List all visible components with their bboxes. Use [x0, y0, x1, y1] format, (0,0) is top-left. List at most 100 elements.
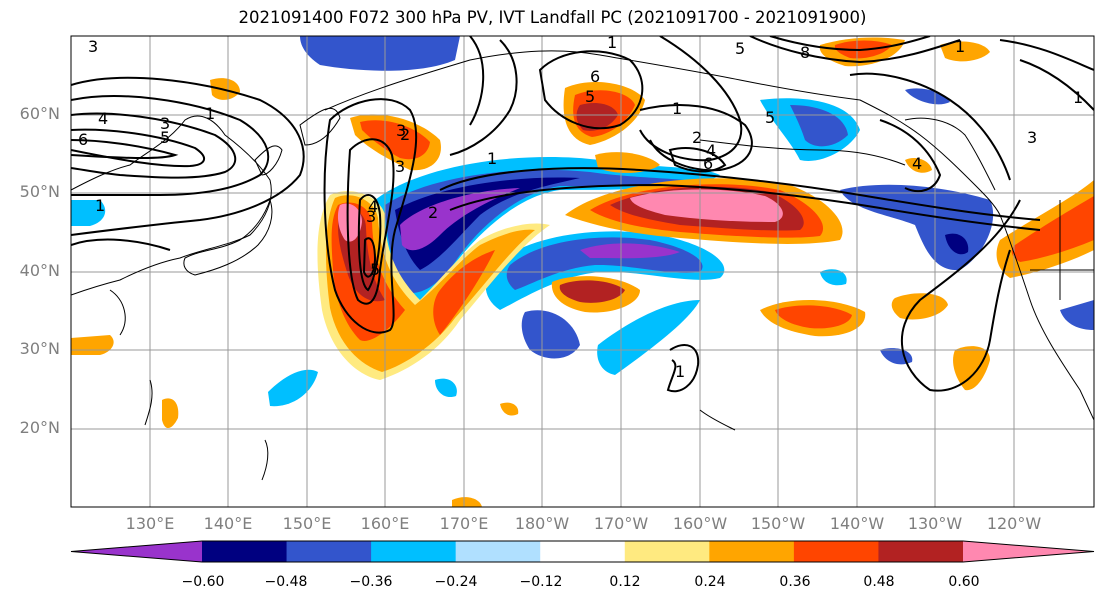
lon-label: 140°E — [203, 514, 253, 533]
contour-label: 1 — [675, 362, 685, 381]
contour-label: 4 — [912, 154, 922, 173]
contour-label: 5 — [765, 108, 775, 127]
colorbar-segment — [202, 541, 288, 562]
anomaly-fill — [300, 36, 460, 71]
colorbar-tick-label: −0.60 — [181, 574, 225, 590]
contour-label: 8 — [800, 43, 810, 62]
lat-label: 50°N — [19, 182, 60, 201]
anomaly-fill — [559, 280, 625, 303]
lon-label: 160°W — [672, 514, 728, 533]
colorbar-tick-label: 0.60 — [948, 574, 980, 590]
contour-label: 5 — [585, 87, 595, 106]
contour-label: 4 — [98, 109, 108, 128]
colorbar-segment — [455, 541, 541, 562]
anomaly-fill — [905, 158, 932, 173]
anomaly-fill — [597, 300, 700, 375]
lon-label: 130°W — [907, 514, 963, 533]
colorbar-tick-label: −0.36 — [349, 574, 393, 590]
positive-anomaly-fills — [71, 37, 1094, 507]
colorbar-extend-max — [963, 541, 1094, 562]
lon-label: 180°W — [514, 514, 570, 533]
anomaly-fill — [820, 269, 847, 286]
anomaly-fill — [337, 203, 362, 242]
anomaly-fill — [940, 41, 990, 62]
contour-label: 6 — [590, 67, 600, 86]
colorbar-segment — [286, 541, 372, 562]
anomaly-fill — [435, 378, 457, 398]
map-title: 2021091400 F072 300 hPa PV, IVT Landfall… — [238, 8, 867, 27]
colorbar-segment — [878, 541, 964, 562]
colorbar-segment — [540, 541, 626, 562]
contour-label: 1 — [672, 99, 682, 118]
lat-label: 60°N — [19, 104, 60, 123]
contour-label: 4 — [368, 197, 378, 216]
contour-label: 1 — [95, 196, 105, 215]
colorbar-tick-label: −0.48 — [264, 574, 308, 590]
contour-label: 6 — [703, 154, 713, 173]
contour-label: 2 — [400, 125, 410, 144]
anomaly-fill — [360, 120, 430, 160]
contour-label: 1 — [955, 37, 965, 56]
colorbar-tick-label: 0.48 — [863, 574, 895, 590]
anomaly-fill — [71, 335, 114, 355]
contour-label: 3 — [396, 121, 406, 140]
colorbar-segment — [624, 541, 710, 562]
contour-label: 3 — [88, 37, 98, 56]
anomaly-fill — [268, 369, 318, 407]
anomaly-fill — [840, 184, 994, 271]
coastlines — [71, 50, 1094, 481]
lon-label: 170°W — [593, 514, 649, 533]
colorbar-extend-min — [71, 541, 202, 562]
anomaly-fill — [395, 177, 580, 270]
lon-label: 130°E — [125, 514, 175, 533]
anomaly-fill — [162, 398, 179, 429]
anomaly-fill — [1060, 300, 1094, 330]
contour-label: 2 — [428, 203, 438, 222]
lat-label: 40°N — [19, 261, 60, 280]
contour-label: 4 — [706, 141, 716, 160]
contour-labels: 3 4 3 5 1 6 1 1 5 8 1 6 5 1 2 4 6 1 5 4 … — [78, 36, 1083, 381]
anomaly-fill — [452, 497, 482, 507]
contour-label: 1 — [205, 104, 215, 123]
lon-label: 150°E — [282, 514, 332, 533]
anomaly-fill — [945, 233, 969, 255]
anomaly-fill — [580, 243, 680, 259]
anomaly-fill — [905, 88, 950, 105]
anomaly-fill — [775, 305, 852, 329]
ivt-contours — [71, 36, 1094, 393]
colorbar-tick-label: 0.24 — [694, 574, 726, 590]
contour-label: 5 — [370, 260, 380, 279]
lat-label: 30°N — [19, 339, 60, 358]
contour-label: 5 — [735, 39, 745, 58]
lon-label: 170°E — [439, 514, 489, 533]
anomaly-fill — [500, 402, 519, 416]
colorbar-outline — [70, 540, 1095, 563]
graticule — [71, 36, 1094, 507]
contour-label: 3 — [160, 114, 170, 133]
anomaly-fill — [1011, 196, 1094, 262]
colorbar — [70, 540, 1095, 563]
colorbar-tick-label: −0.12 — [519, 574, 563, 590]
contour-label: 6 — [78, 130, 88, 149]
contour-label: 1 — [1073, 88, 1083, 107]
anomaly-fill — [400, 188, 520, 251]
colorbar-tick-label: −0.24 — [434, 574, 478, 590]
anomaly-fill — [891, 293, 948, 320]
contour-label: 3 — [1027, 128, 1037, 147]
map-frame — [70, 35, 1095, 508]
anomaly-fill — [953, 346, 990, 391]
colorbar-tick-label: 0.12 — [609, 574, 641, 590]
lon-label: 150°W — [750, 514, 806, 533]
contour-label: 3 — [395, 157, 405, 176]
colorbar-segment — [709, 541, 795, 562]
anomaly-fill — [880, 348, 913, 365]
anomaly-fill — [630, 189, 783, 222]
lon-label: 120°W — [986, 514, 1042, 533]
contour-label: 5 — [160, 128, 170, 147]
anomaly-fill — [576, 103, 618, 131]
colorbar-tick-label: 0.36 — [779, 574, 811, 590]
contour-label: 1 — [487, 149, 497, 168]
lon-label: 140°W — [829, 514, 885, 533]
contour-label: 2 — [692, 128, 702, 147]
